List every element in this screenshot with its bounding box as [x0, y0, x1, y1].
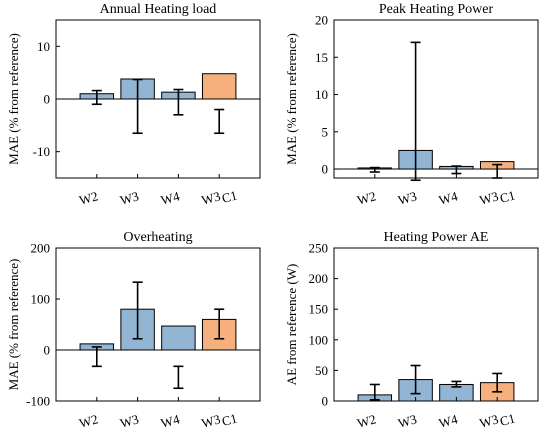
- x-tick-label: W3: [118, 411, 140, 430]
- x-tick-sublabel: C1: [220, 410, 239, 428]
- x-tick-sublabel: C1: [498, 410, 517, 428]
- y-tick-label: 0: [44, 92, 51, 107]
- y-tick-label: 50: [315, 363, 328, 378]
- x-tick-sublabel: C1: [220, 187, 239, 205]
- plot-frame: [333, 247, 539, 402]
- y-tick-label: 250: [309, 241, 329, 256]
- y-axis-label: AE from reference (W): [284, 264, 299, 386]
- x-tick-label: W2: [356, 188, 378, 207]
- chart-title: Annual Heating load: [100, 2, 217, 17]
- x-tick-label: W4: [159, 411, 181, 430]
- x-tick-label: W4: [159, 188, 181, 207]
- bar-W3-C1: [201, 73, 237, 100]
- y-tick-label: 200: [309, 271, 329, 286]
- chart-panel-3: Overheating MAE (% from reference) -100 0 10…: [6, 230, 261, 431]
- y-axis-label: MAE (% from reference): [6, 33, 21, 165]
- chart-title: Overheating: [123, 230, 192, 245]
- y-tick-label: 5: [322, 124, 329, 139]
- x-tick-label: W4: [437, 411, 459, 430]
- plot-frame: [333, 19, 539, 179]
- y-tick-label: 200: [31, 241, 51, 256]
- x-tick-label: W3: [396, 188, 418, 207]
- y-axis-label: MAE (% from reference): [6, 259, 21, 391]
- x-tick-label: W4: [437, 188, 459, 207]
- x-tick-label: W3: [478, 411, 500, 430]
- x-tick-label: W3: [200, 188, 222, 207]
- x-tick-sublabel: C1: [498, 187, 517, 205]
- chart-panel-2: Peak Heating Power MAE (% from reference)…: [284, 2, 539, 208]
- y-tick-label: 150: [309, 302, 329, 317]
- y-tick-label: 100: [31, 292, 51, 307]
- x-tick-label: W3: [396, 411, 418, 430]
- x-tick-label: W2: [78, 411, 100, 430]
- x-tick-label: W3: [118, 188, 140, 207]
- y-tick-label: -100: [26, 394, 50, 409]
- y-tick-label: -10: [33, 144, 50, 159]
- y-tick-label: 10: [37, 39, 50, 54]
- chart-panel-1: Annual Heating load MAE (% from reference…: [6, 2, 261, 208]
- chart-panel-4: Heating Power AE AE from reference (W) 0 50…: [284, 230, 539, 431]
- x-tick-label: W3: [200, 411, 222, 430]
- x-tick-label: W2: [78, 188, 100, 207]
- x-tick-label: W2: [356, 411, 378, 430]
- y-tick-label: 100: [309, 332, 329, 347]
- chart-title: Peak Heating Power: [379, 2, 494, 17]
- y-tick-label: 0: [44, 343, 51, 358]
- y-tick-label: 15: [315, 50, 328, 65]
- y-tick-label: 0: [322, 394, 329, 409]
- y-axis-label: MAE (% from reference): [284, 33, 299, 165]
- x-tick-label: W3: [478, 188, 500, 207]
- chart-title: Heating Power AE: [384, 230, 489, 245]
- y-tick-label: 0: [322, 162, 329, 177]
- y-tick-label: 20: [315, 13, 328, 28]
- bar-W4: [161, 325, 196, 351]
- y-tick-label: 10: [315, 87, 328, 102]
